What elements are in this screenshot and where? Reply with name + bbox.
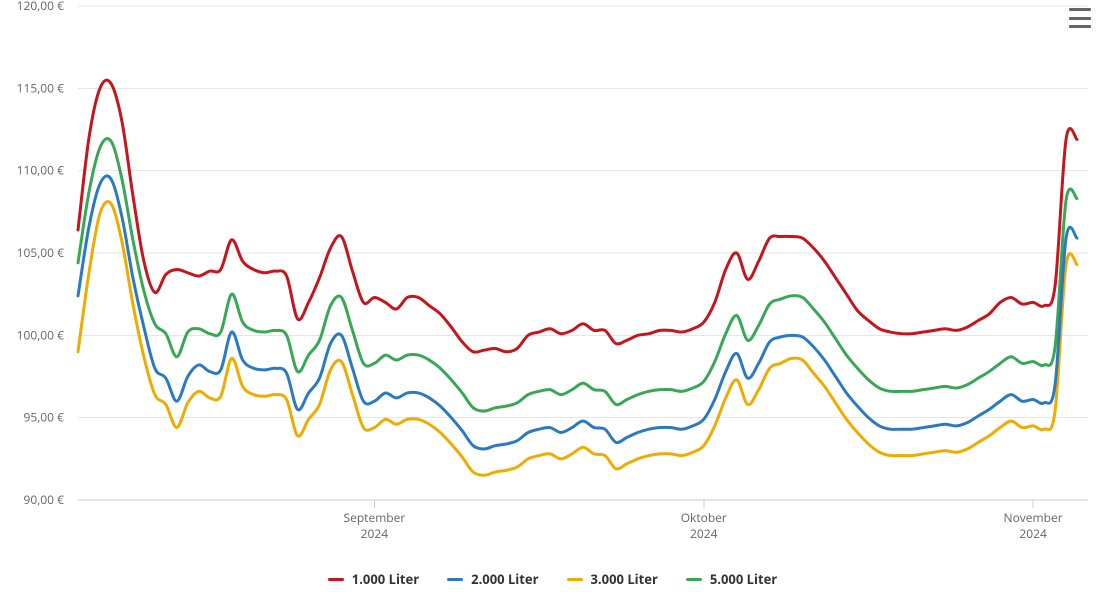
legend-item-1000l[interactable]: 1.000 Liter bbox=[328, 570, 419, 588]
svg-text:115,00 €: 115,00 € bbox=[17, 79, 65, 96]
svg-text:110,00 €: 110,00 € bbox=[17, 162, 65, 179]
legend-label: 1.000 Liter bbox=[352, 570, 419, 588]
legend-swatch bbox=[328, 578, 344, 581]
svg-text:2024: 2024 bbox=[361, 525, 389, 542]
svg-text:September: September bbox=[344, 509, 406, 526]
legend-item-5000l[interactable]: 5.000 Liter bbox=[686, 570, 777, 588]
legend-label: 2.000 Liter bbox=[471, 570, 538, 588]
svg-text:90,00 €: 90,00 € bbox=[23, 491, 64, 508]
svg-text:November: November bbox=[1004, 509, 1063, 526]
legend-swatch bbox=[567, 578, 583, 581]
svg-text:105,00 €: 105,00 € bbox=[17, 244, 65, 261]
legend-label: 5.000 Liter bbox=[710, 570, 777, 588]
legend-item-3000l[interactable]: 3.000 Liter bbox=[567, 570, 658, 588]
svg-text:100,00 €: 100,00 € bbox=[17, 326, 65, 343]
chart-legend: 1.000 Liter 2.000 Liter 3.000 Liter 5.00… bbox=[0, 570, 1105, 588]
price-chart: 90,00 € 95,00 € 100,00 € 105,00 € 110,00 € 11… bbox=[0, 0, 1105, 602]
svg-text:120,00 €: 120,00 € bbox=[17, 0, 65, 14]
legend-label: 3.000 Liter bbox=[591, 570, 658, 588]
svg-text:2024: 2024 bbox=[690, 525, 718, 542]
chart-menu-button[interactable] bbox=[1069, 6, 1091, 30]
svg-text:95,00 €: 95,00 € bbox=[23, 409, 64, 426]
legend-item-2000l[interactable]: 2.000 Liter bbox=[447, 570, 538, 588]
svg-text:Oktober: Oktober bbox=[681, 509, 727, 526]
svg-text:2024: 2024 bbox=[1019, 525, 1047, 542]
legend-swatch bbox=[686, 578, 702, 581]
legend-swatch bbox=[447, 578, 463, 581]
chart-canvas: 90,00 € 95,00 € 100,00 € 105,00 € 110,00 € 11… bbox=[0, 0, 1105, 602]
